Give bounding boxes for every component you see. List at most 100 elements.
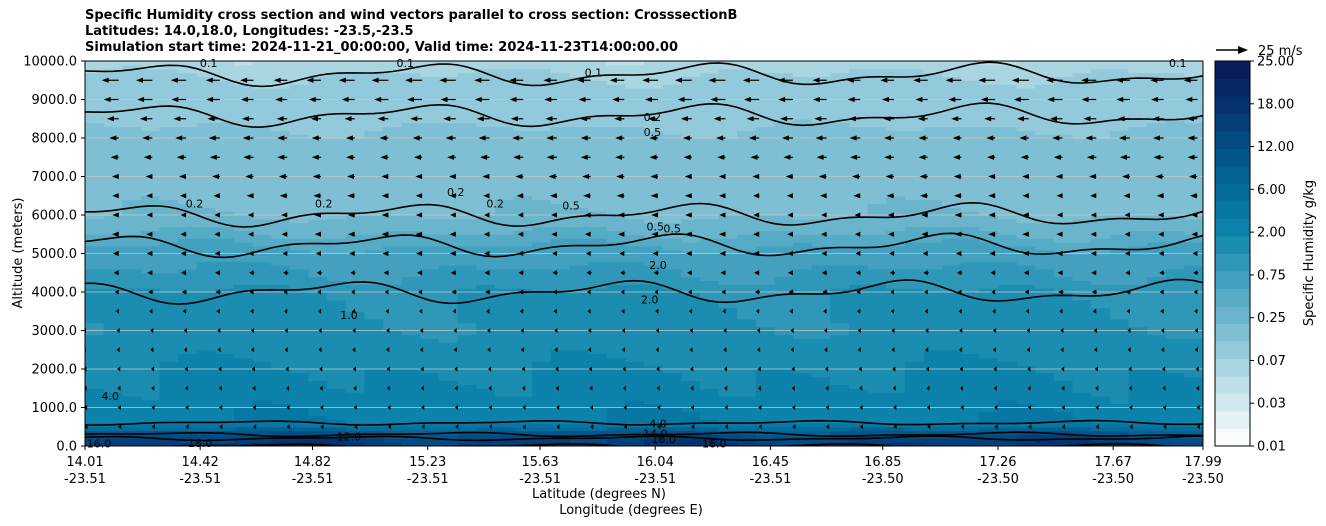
field-cell <box>588 334 608 339</box>
field-cell <box>904 99 925 104</box>
field-cell <box>867 199 887 205</box>
field-cell <box>904 126 925 131</box>
field-cell <box>867 419 887 424</box>
field-cell <box>960 361 980 366</box>
field-cell <box>513 87 533 93</box>
field-cell <box>998 434 1018 439</box>
field-cell <box>699 153 720 158</box>
field-cell <box>178 265 198 270</box>
field-cell <box>755 80 776 85</box>
field-cell <box>979 87 999 93</box>
field-cell <box>606 61 626 66</box>
field-cell <box>998 111 1018 116</box>
field-cell <box>252 157 272 162</box>
field-cell <box>252 218 272 224</box>
field-cell <box>122 168 142 174</box>
field-cell <box>140 95 161 101</box>
field-cell <box>103 307 123 312</box>
field-cell <box>644 288 664 293</box>
field-cell <box>606 380 626 385</box>
field-cell <box>401 87 421 93</box>
field-cell <box>904 349 925 355</box>
field-cell <box>644 111 664 116</box>
field-cell <box>867 61 887 66</box>
field-cell <box>718 161 738 166</box>
field-cell <box>494 299 515 305</box>
field-cell <box>737 419 757 424</box>
field-cell <box>811 241 831 247</box>
field-cell <box>215 153 235 158</box>
field-cell <box>401 365 421 370</box>
field-cell <box>85 203 105 208</box>
field-cell <box>364 95 384 101</box>
field-cell <box>923 118 943 124</box>
field-cell <box>774 318 794 324</box>
field-cell <box>178 61 198 66</box>
field-cell <box>979 318 999 324</box>
field-cell <box>625 103 645 108</box>
field-cell <box>513 261 533 266</box>
field-cell <box>867 168 887 174</box>
field-cell <box>234 415 254 420</box>
field-cell <box>830 103 850 108</box>
field-cell <box>364 114 384 120</box>
field-cell <box>308 222 328 228</box>
field-cell <box>737 307 757 312</box>
field-cell <box>848 372 869 378</box>
field-cell <box>979 265 999 270</box>
field-cell <box>513 257 533 262</box>
field-cell <box>476 334 496 339</box>
field-cell <box>848 295 869 301</box>
field-cell <box>718 422 738 428</box>
field-cell <box>923 87 943 93</box>
field-cell <box>904 176 925 181</box>
field-cell <box>513 380 533 385</box>
field-cell <box>308 141 328 147</box>
field-cell <box>103 411 123 416</box>
field-cell <box>532 280 552 285</box>
field-cell <box>513 238 533 243</box>
field-cell <box>215 395 235 401</box>
field-cell <box>737 153 757 158</box>
field-cell <box>532 415 552 420</box>
field-cell <box>215 307 235 312</box>
field-cell <box>532 288 552 293</box>
field-cell <box>942 141 962 147</box>
field-cell <box>457 380 477 385</box>
field-cell <box>737 249 757 255</box>
field-cell <box>289 311 310 316</box>
field-cell <box>569 326 589 332</box>
field-cell <box>960 376 980 382</box>
field-cell <box>252 311 272 316</box>
field-cell <box>755 422 776 428</box>
field-cell <box>196 326 217 332</box>
field-cell <box>327 141 347 147</box>
field-cell <box>85 322 105 328</box>
field-cell <box>196 107 217 112</box>
field-cell <box>588 215 608 220</box>
field-cell <box>848 411 869 416</box>
field-cell <box>867 392 887 397</box>
field-cell <box>588 222 608 228</box>
field-cell <box>960 222 980 228</box>
field-cell <box>234 118 254 124</box>
field-cell <box>848 145 869 151</box>
field-cell <box>364 107 384 112</box>
field-cell <box>252 303 272 308</box>
field-cell <box>327 334 347 339</box>
field-cell <box>588 218 608 224</box>
field-cell <box>737 199 757 205</box>
field-cell <box>457 180 477 185</box>
field-cell <box>215 64 235 70</box>
field-cell <box>196 172 217 178</box>
field-cell <box>476 357 496 362</box>
field-cell <box>532 407 552 412</box>
field-cell <box>569 438 589 443</box>
field-cell <box>271 141 291 147</box>
field-cell <box>625 311 645 316</box>
field-cell <box>196 403 217 409</box>
field-cell <box>942 211 962 216</box>
field-cell <box>494 238 515 243</box>
field-cell <box>85 130 105 135</box>
field-cell <box>606 103 626 108</box>
